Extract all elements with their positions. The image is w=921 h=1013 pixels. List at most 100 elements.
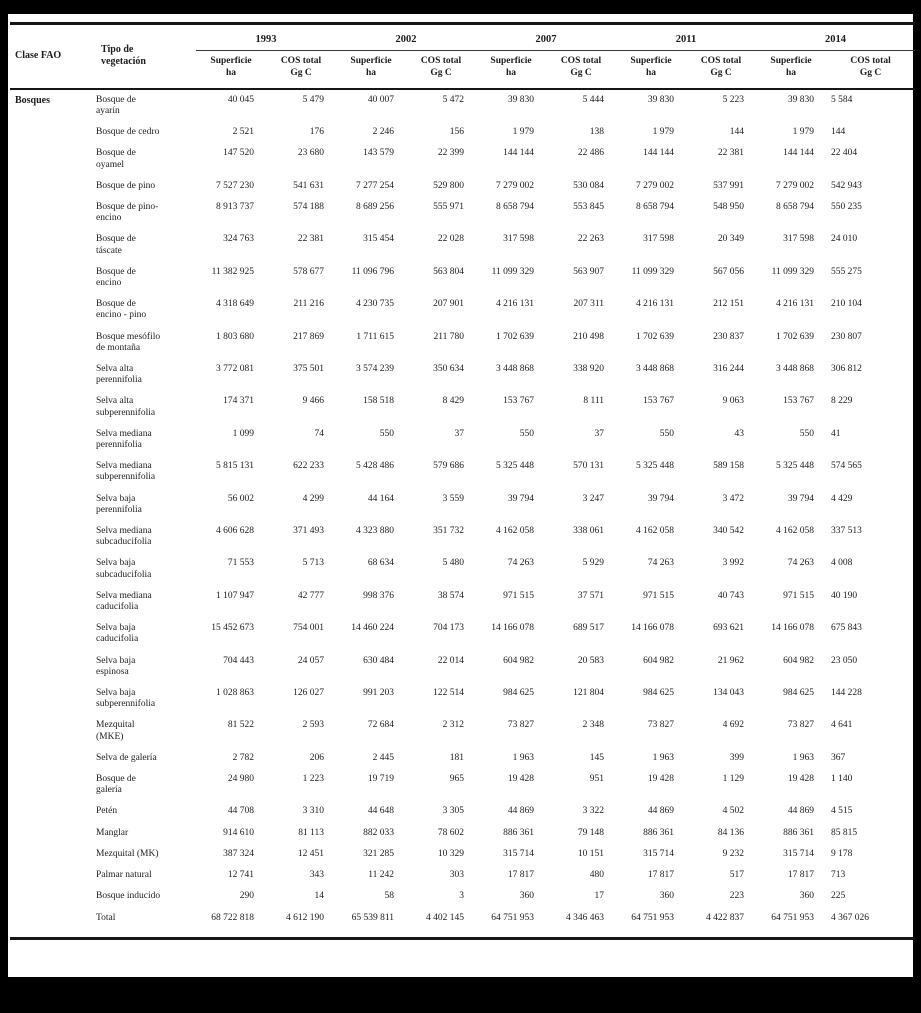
- value-cell: 578 677: [293, 266, 324, 277]
- table-row: Bosque de galería 24 980 1 223 19 719 965 19 …: [10, 769, 915, 801]
- value-cell: 5 815 131: [216, 461, 254, 472]
- value-cell: 19 428: [507, 774, 534, 785]
- value-cell: 5 929: [582, 558, 604, 569]
- subheader-cos: COS total Gg C: [546, 50, 616, 90]
- value-cell: 71 553: [227, 558, 254, 569]
- value-cell: 8 229: [831, 396, 853, 407]
- value-cell: 24 010: [831, 234, 858, 245]
- value-cell: 306 812: [831, 364, 862, 374]
- value-cell: 37: [454, 428, 465, 439]
- value-cell: 3: [459, 891, 464, 902]
- value-cell: 41: [831, 428, 841, 439]
- value-cell: 73 827: [507, 720, 534, 731]
- value-cell: 230 837: [713, 331, 745, 342]
- value-cell: 3 448 868: [636, 364, 674, 374]
- value-cell: 5 325 448: [636, 461, 674, 472]
- fao-class-cell: [10, 456, 96, 488]
- vegetation-type-label: Selva alta perennifolia: [96, 364, 142, 386]
- value-cell: 971 515: [503, 590, 534, 601]
- vegetation-type-label: Bosque de encino - pino: [96, 299, 147, 321]
- value-cell: 317 598: [643, 234, 674, 245]
- value-cell: 387 324: [223, 848, 254, 859]
- value-cell: 39 830: [507, 94, 534, 105]
- value-cell: 886 361: [783, 827, 815, 838]
- value-cell: 22 399: [437, 148, 464, 159]
- value-cell: 315 714: [783, 848, 815, 859]
- value-cell: 4 162 058: [776, 526, 815, 537]
- table-row: Palmar natural 12 741 343 11 242 303 17 817 48…: [10, 865, 915, 886]
- value-cell: 8 111: [583, 396, 604, 407]
- value-cell: 550: [799, 428, 815, 439]
- table-row: Selva mediana subperennifolia 5 815 131 62…: [10, 456, 915, 488]
- value-cell: 10 151: [577, 848, 604, 859]
- value-cell: 2 348: [582, 720, 604, 731]
- value-cell: 81 522: [227, 720, 254, 731]
- vegetation-type-label: Bosque mesófilo de montaña: [96, 331, 161, 353]
- vegetation-type-label: Mezquital (MK): [96, 848, 159, 859]
- value-cell: 317 598: [783, 234, 815, 245]
- value-cell: 210 498: [573, 331, 604, 342]
- value-cell: 4 323 880: [356, 526, 394, 537]
- total-label: Total: [96, 907, 196, 940]
- value-cell: 217 869: [293, 331, 324, 342]
- table-row: Selva alta subperennifolia 174 371 9 466 15…: [10, 391, 915, 423]
- value-cell: 541 631: [293, 180, 324, 191]
- value-cell: 17: [594, 891, 605, 902]
- value-cell: 1 702 639: [776, 331, 815, 342]
- value-cell: 3 559: [442, 493, 464, 504]
- fao-class-cell: [10, 176, 96, 197]
- subheader-superficie: Superficie ha: [476, 50, 546, 90]
- value-cell: 5 472: [442, 94, 464, 105]
- vegetation-type-label: Bosque inducido: [96, 891, 161, 902]
- value-cell: 15 452 673: [211, 623, 254, 634]
- total-value-cell: 64 751 953: [476, 907, 546, 940]
- value-cell: 23 680: [297, 148, 324, 159]
- value-cell: 704 173: [433, 623, 464, 634]
- value-cell: 971 515: [783, 590, 815, 601]
- year-header-2011: 2011: [616, 23, 757, 51]
- value-cell: 5 480: [442, 558, 464, 569]
- value-cell: 530 084: [573, 180, 604, 191]
- value-cell: 1 979: [652, 127, 674, 138]
- value-cell: 1 223: [302, 774, 324, 785]
- value-cell: 517: [729, 870, 745, 881]
- value-cell: 9 178: [831, 848, 853, 859]
- value-cell: 72 684: [367, 720, 394, 731]
- value-cell: 754 001: [293, 623, 324, 634]
- value-cell: 74 263: [787, 558, 815, 569]
- header-sub-row: Superficie ha COS total Gg C Superficie …: [10, 50, 916, 90]
- value-cell: 42 777: [297, 590, 324, 601]
- year-header-1993: 1993: [196, 23, 336, 51]
- value-cell: 12 451: [297, 848, 324, 859]
- value-cell: 73 827: [787, 720, 815, 731]
- value-cell: 563 907: [573, 266, 604, 277]
- value-cell: 17 817: [787, 870, 815, 881]
- value-cell: 19 428: [787, 774, 815, 785]
- value-cell: 630 484: [363, 655, 394, 666]
- total-value-cell: 64 751 953: [756, 907, 827, 940]
- value-cell: 9 466: [302, 396, 324, 407]
- value-cell: 1 028 863: [216, 688, 254, 699]
- value-cell: 886 361: [503, 827, 534, 838]
- value-cell: 11 382 925: [211, 266, 254, 277]
- value-cell: 537 991: [713, 180, 745, 191]
- table-row: Bosque mesófilo de montaña 1 803 680 217 8…: [10, 327, 915, 359]
- value-cell: 134 043: [713, 688, 745, 699]
- value-cell: 550: [379, 428, 394, 439]
- table-row: Selva alta perennifolia 3 772 081 375 501 3…: [10, 359, 915, 391]
- value-cell: 22 263: [577, 234, 604, 245]
- value-cell: 20 349: [717, 234, 745, 245]
- value-cell: 2 782: [232, 752, 254, 763]
- table-footer: Total 68 722 818 4 612 190 65 539 811 4 …: [10, 907, 916, 940]
- vegetation-type-label: Mezquital (MKE): [96, 720, 135, 742]
- total-value-cell: 4 402 145: [406, 907, 476, 940]
- value-cell: 144: [831, 127, 846, 138]
- value-cell: 7 279 002: [496, 180, 534, 191]
- value-cell: 4 429: [831, 493, 853, 504]
- fao-class-cell: [10, 618, 96, 650]
- value-cell: 138: [589, 127, 604, 138]
- vegetation-type-label: Bosque de oyamel: [96, 148, 136, 170]
- vegetation-type-label: Selva baja caducifolia: [96, 623, 139, 645]
- value-cell: 4 216 131: [496, 299, 534, 310]
- value-cell: 181: [449, 752, 464, 763]
